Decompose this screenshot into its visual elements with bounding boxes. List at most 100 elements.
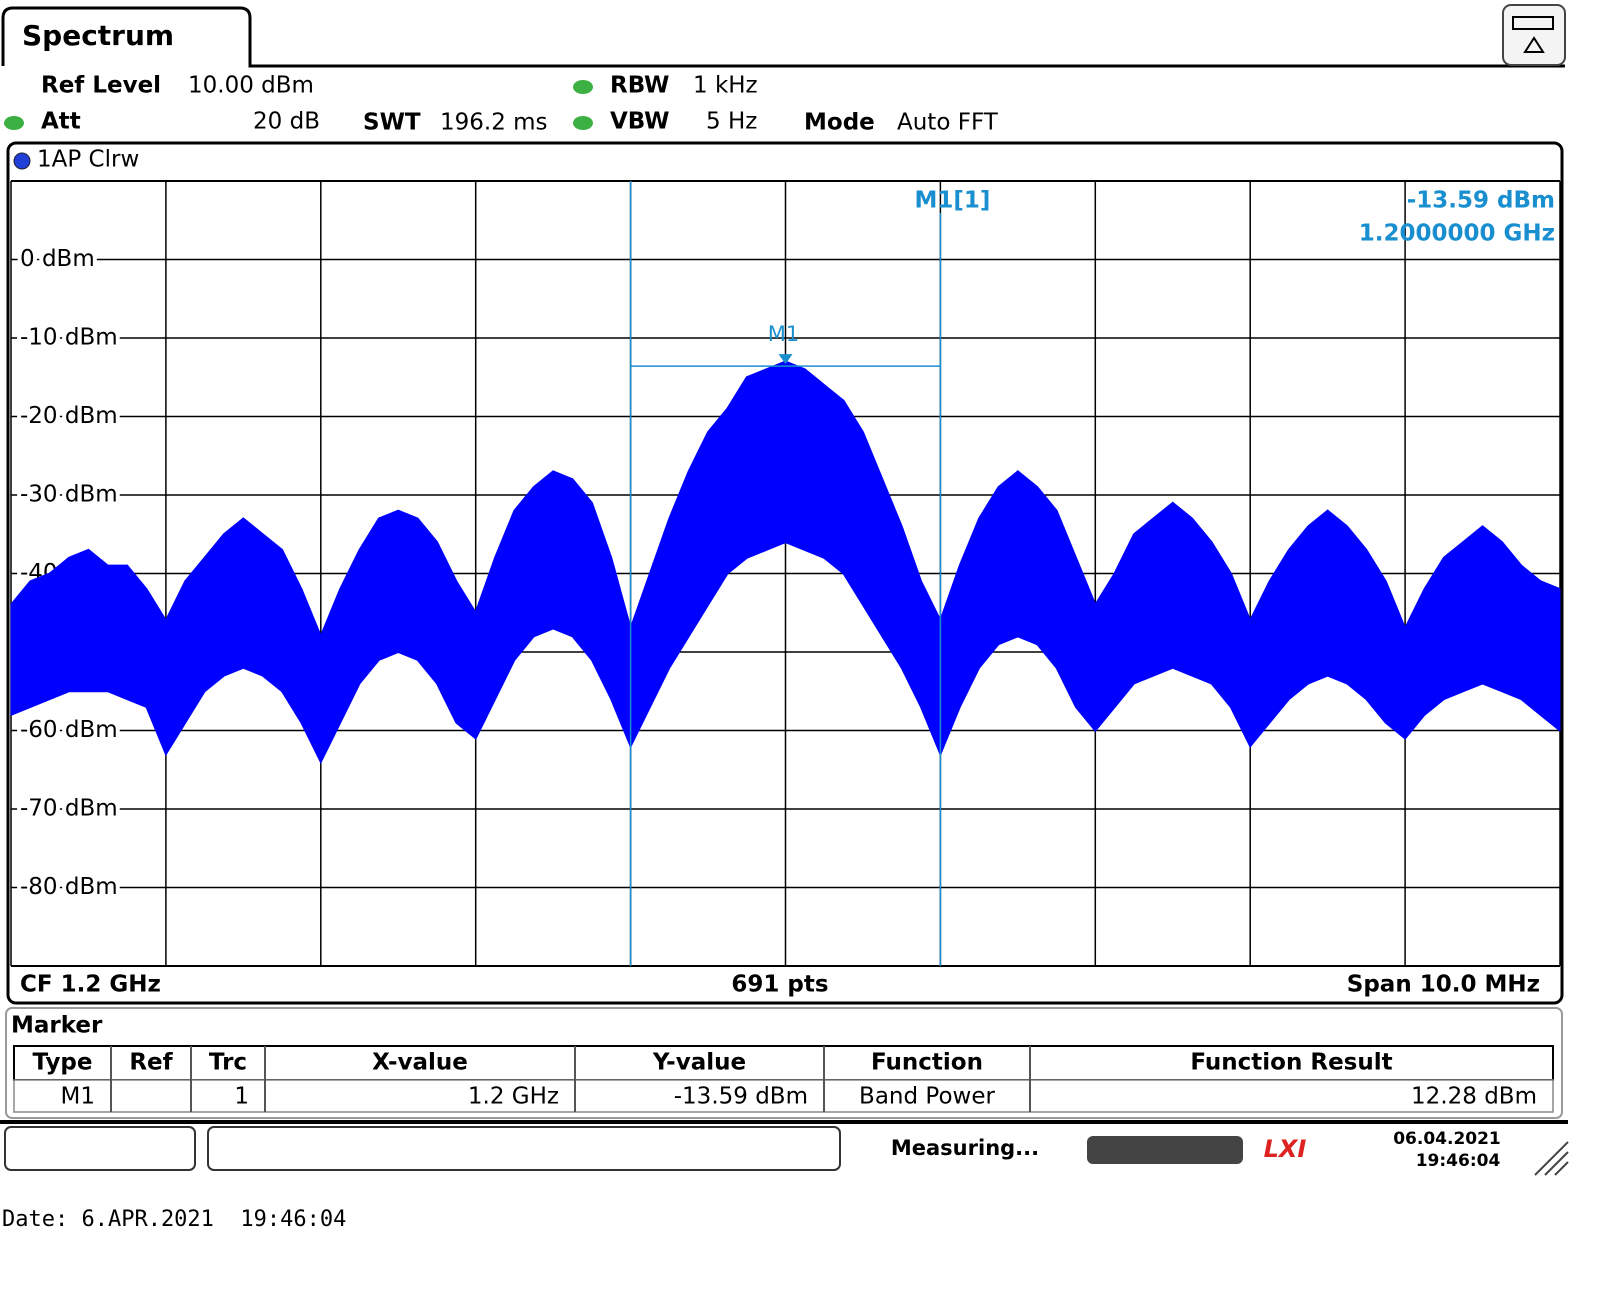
table-cell: 1: [234, 1084, 249, 1110]
setting-label: RBW: [610, 73, 669, 99]
column-header: Trc: [209, 1050, 247, 1076]
column-header: Function: [871, 1050, 983, 1076]
lxi-logo: LXI: [1264, 1135, 1307, 1163]
trace-band: [397, 509, 419, 661]
date-stamp: Date: 6.APR.2021 19:46:04: [2, 1207, 346, 1232]
trace-band: [1036, 485, 1058, 670]
setting-value: 1 kHz: [693, 73, 758, 99]
y-tick-label: -20 dBm: [20, 403, 118, 429]
trace-band: [843, 399, 864, 607]
status-divider: [0, 1120, 1568, 1124]
trace-band: [533, 470, 554, 638]
marker-readout-frequency: 1.2000000 GHz: [1359, 221, 1555, 247]
trace-band: [746, 368, 767, 559]
trace-band: [1152, 501, 1174, 677]
softkey[interactable]: [207, 1126, 841, 1171]
setting-value: 20 dB: [253, 109, 320, 135]
trace-band: [1327, 509, 1348, 685]
marker-triangle: [778, 354, 793, 365]
column-header: Ref: [129, 1050, 173, 1076]
icon-glyph: [1523, 36, 1545, 53]
toolbar-icon[interactable]: [1502, 4, 1566, 66]
resize-grip: [1534, 1141, 1569, 1176]
status-time: 19:46:04: [1416, 1151, 1501, 1171]
trace-band: [378, 509, 399, 661]
table-cell: 12.28 dBm: [1411, 1084, 1537, 1110]
trace-band: [1501, 540, 1522, 700]
footer-left: CF 1.2 GHz: [20, 972, 161, 998]
trace-band: [823, 384, 845, 575]
tab-frame: [1, 6, 1565, 68]
table-cell: M1: [61, 1084, 95, 1110]
trace-band: [1443, 541, 1464, 700]
trace-band: [1133, 517, 1154, 685]
trace-band: [785, 360, 806, 551]
trace-band: [204, 532, 225, 693]
setting-value: 196.2 ms: [440, 110, 548, 136]
trace-band: [1462, 525, 1484, 692]
trace-band: [1520, 564, 1542, 716]
setting-value: 5 Hz: [706, 109, 757, 135]
trace-band: [1172, 501, 1193, 677]
trace-band: [1288, 525, 1309, 701]
y-tick-label: -10 dBm: [20, 325, 118, 351]
table-row-bg: [13, 1079, 1554, 1113]
trace-band: [107, 565, 128, 700]
setting-value: Auto FFT: [897, 110, 999, 136]
icon-glyph: [1512, 16, 1554, 30]
column-header: Y-value: [652, 1050, 746, 1076]
setting-label: SWT: [363, 110, 421, 136]
plot: 0 dBm-10 dBm-20 dBm-30 dBm-40 dBm-50 dBm…: [10, 180, 1561, 967]
trace-band: [1017, 470, 1038, 645]
softkey[interactable]: [4, 1126, 196, 1171]
trace-band: [242, 517, 264, 677]
trace-band: [1191, 517, 1212, 685]
trace-band: [513, 485, 535, 662]
footer-right: Span 10.0 MHz: [1347, 972, 1540, 998]
trace-band: [1346, 525, 1367, 701]
trace-band: [262, 533, 283, 693]
trace-band: [87, 548, 109, 692]
y-tick-label: -70 dBm: [20, 796, 118, 822]
marker-table: Type Ref Trc X-value Y-value Function Function…: [13, 1045, 1554, 1113]
setting-label: Ref Level: [41, 73, 161, 99]
status-message: Measuring...: [891, 1136, 1039, 1160]
column-header: Type: [32, 1050, 92, 1076]
progress-bar: [1087, 1136, 1243, 1164]
setting-label: Mode: [804, 110, 875, 136]
setting-value: 10.00 dBm: [188, 73, 314, 99]
trace-line: [10, 541, 1561, 765]
trace-band: [1540, 580, 1561, 732]
trace-band: [417, 517, 438, 685]
status-led: [4, 116, 24, 130]
y-tick-label: -80 dBm: [20, 874, 118, 900]
status-led: [573, 80, 593, 94]
trace-band: [572, 477, 593, 662]
marker-readout-label: M1[1]: [914, 188, 990, 214]
table-cell: 1.2 GHz: [468, 1084, 559, 1110]
marker-label: M1: [768, 322, 799, 346]
trace-band: [726, 375, 748, 575]
marker-title: Marker: [11, 1013, 103, 1039]
status-led: [573, 116, 593, 130]
marker-readout-level: -13.59 dBm: [1407, 188, 1555, 214]
setting-label: VBW: [610, 109, 669, 135]
table-cell: Band Power: [859, 1084, 995, 1110]
trace-band: [997, 470, 1019, 645]
y-tick-label: -60 dBm: [20, 717, 118, 743]
trace-band: [804, 368, 825, 559]
trace-band: [765, 360, 786, 551]
status-date: 06.04.2021: [1393, 1129, 1501, 1149]
trace-band: [1482, 525, 1503, 692]
y-tick-label: 0 dBm: [20, 246, 95, 272]
trace-band: [707, 407, 728, 607]
trace-label: 1AP Clrw: [37, 147, 139, 173]
trace-band: [1307, 509, 1329, 685]
tab-title: Spectrum: [22, 19, 174, 52]
trace-band: [68, 549, 89, 692]
trace-band: [223, 517, 244, 677]
trace-band: [29, 572, 51, 708]
table-cell: -13.59 dBm: [674, 1084, 808, 1110]
table-header-bg: [13, 1045, 1554, 1081]
